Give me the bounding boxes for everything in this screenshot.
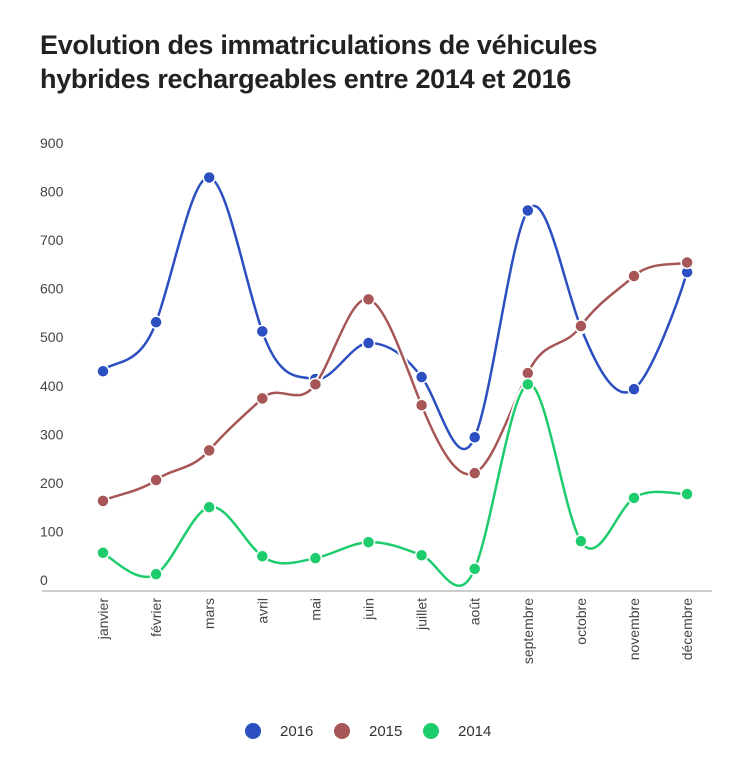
- data-point-2014: [627, 491, 641, 505]
- data-point-2015: [680, 255, 694, 270]
- legend-label-2014: 2014: [458, 723, 491, 740]
- data-point-2014: [308, 551, 323, 565]
- legend-marker-2014: [423, 723, 439, 739]
- data-point-2016: [255, 324, 270, 339]
- x-tick-label: janvier: [95, 598, 111, 641]
- data-point-2014: [202, 500, 216, 514]
- series-halo-2014: [101, 381, 688, 589]
- series-line-2015: [102, 261, 688, 502]
- data-point-2014: [574, 534, 588, 548]
- chart-title-line-1: Evolution des immatriculations de véhicu…: [40, 30, 598, 60]
- data-point-2015: [149, 473, 163, 487]
- y-tick-label: 700: [40, 232, 64, 248]
- data-point-2016: [361, 336, 376, 350]
- data-point-2016: [96, 364, 110, 378]
- data-point-2016: [521, 203, 535, 218]
- x-tick-label: mai: [307, 598, 323, 621]
- y-tick-label: 400: [40, 378, 64, 394]
- y-tick-label: 900: [40, 135, 64, 151]
- y-tick-label: 100: [40, 523, 64, 539]
- series-line-2014: [102, 383, 688, 587]
- data-point-2014: [467, 562, 482, 576]
- data-point-2015: [202, 443, 216, 458]
- data-point-2016: [202, 170, 216, 185]
- legend-marker-2016: [245, 723, 261, 739]
- data-point-2015: [308, 377, 323, 392]
- legend-label-2016: 2016: [280, 723, 313, 740]
- data-point-2014: [414, 548, 429, 562]
- x-tick-label: novembre: [626, 598, 642, 660]
- data-point-2015: [414, 398, 429, 412]
- chart-title-line-2: hybrides rechargeables entre 2014 et 201…: [40, 64, 572, 94]
- data-point-2015: [467, 466, 482, 480]
- legend-label-2015: 2015: [369, 723, 402, 740]
- data-point-2016: [467, 430, 482, 444]
- y-tick-label: 200: [40, 475, 64, 491]
- data-point-2014: [255, 549, 270, 563]
- y-tick-label: 300: [40, 426, 64, 442]
- data-point-2014: [96, 546, 110, 560]
- data-point-2016: [414, 370, 429, 384]
- x-tick-label: juin: [361, 598, 377, 621]
- x-tick-label: septembre: [520, 598, 536, 664]
- y-tick-label: 600: [40, 281, 64, 297]
- data-point-2015: [361, 292, 376, 307]
- x-tick-label: août: [467, 598, 483, 625]
- data-point-2014: [680, 487, 694, 501]
- chart-title: Evolution des immatriculations de véhicu…: [40, 28, 598, 96]
- x-tick-label: avril: [254, 598, 270, 624]
- data-point-2014: [521, 377, 535, 392]
- data-point-2014: [149, 567, 163, 581]
- y-tick-label: 500: [40, 329, 64, 345]
- data-point-2016: [627, 382, 641, 396]
- y-tick-label: 0: [40, 572, 48, 588]
- legend-marker-2015: [334, 723, 350, 739]
- data-point-2015: [96, 494, 110, 508]
- x-tick-label: octobre: [573, 598, 589, 645]
- series-halo-2016: [100, 174, 690, 452]
- x-tick-label: décembre: [679, 598, 695, 660]
- y-tick-label: 800: [40, 184, 64, 200]
- data-point-2016: [149, 315, 163, 329]
- x-tick-label: février: [148, 598, 164, 637]
- series-line-2016: [101, 176, 689, 451]
- data-point-2015: [627, 269, 641, 283]
- data-point-2014: [361, 535, 376, 549]
- x-tick-label: juillet: [414, 598, 430, 631]
- data-point-2015: [255, 391, 270, 406]
- data-point-2015: [574, 319, 588, 333]
- data-point-2015: [521, 366, 535, 380]
- x-tick-label: mars: [201, 598, 217, 629]
